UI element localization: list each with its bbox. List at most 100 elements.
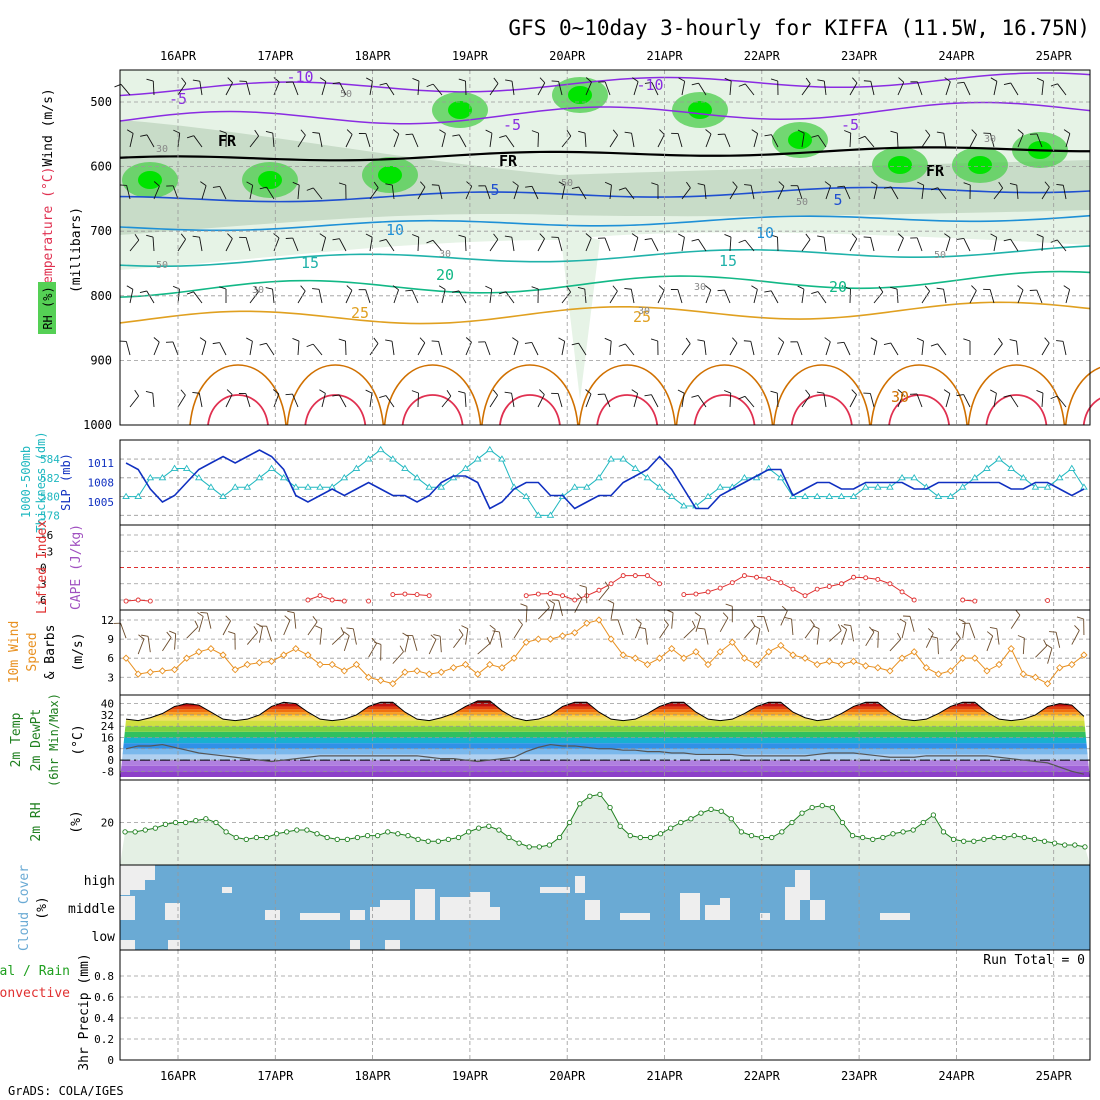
wind-barb-feather bbox=[338, 182, 346, 186]
thickness-point bbox=[292, 483, 300, 490]
thickness-point bbox=[837, 492, 846, 500]
pressure-tick-label: 700 bbox=[90, 224, 112, 238]
wind-speed-point bbox=[789, 651, 797, 659]
rh-2m-point bbox=[688, 816, 694, 822]
wind-barb bbox=[201, 341, 207, 356]
wind-barb-feather bbox=[366, 77, 373, 82]
thickness-point bbox=[1043, 483, 1052, 490]
wind-barb-feather bbox=[200, 181, 207, 186]
rh-contour-label: 30 bbox=[638, 306, 650, 317]
wind-barb bbox=[873, 185, 878, 200]
wind-speed-point bbox=[934, 670, 943, 678]
thickness-tick-label: 578 bbox=[40, 509, 60, 522]
wind-barb bbox=[864, 135, 875, 148]
wind-barb bbox=[292, 237, 299, 252]
wind-barb bbox=[438, 341, 443, 356]
cloud-gap bbox=[440, 897, 470, 920]
wind-barb-feather bbox=[292, 181, 300, 186]
wind-barb-feather bbox=[285, 393, 293, 396]
temp-band bbox=[120, 726, 1090, 732]
wind-barb-feather bbox=[273, 233, 280, 239]
wind-barb-10m-feather bbox=[784, 617, 792, 620]
wind-barb-10m-feather bbox=[837, 624, 842, 631]
rh-2m-point bbox=[668, 825, 674, 831]
temperature-contour-30 bbox=[967, 364, 1066, 426]
wind-barb bbox=[172, 341, 179, 356]
wind-barb bbox=[537, 394, 545, 408]
cloud-gap bbox=[370, 907, 380, 920]
cloud-gap bbox=[120, 865, 130, 895]
rh-2m-point bbox=[1031, 836, 1038, 843]
wind-speed-point bbox=[825, 657, 833, 666]
wind-barb bbox=[897, 82, 905, 96]
wind-barb bbox=[489, 239, 499, 252]
temp-band bbox=[120, 765, 1090, 772]
wind-speed-point bbox=[680, 654, 688, 662]
wind-barb-10m-feather bbox=[346, 627, 354, 630]
rh-2m-point bbox=[122, 829, 128, 835]
wind-barb bbox=[945, 237, 951, 252]
wind-barb bbox=[146, 290, 155, 304]
wind-barb bbox=[729, 342, 738, 356]
wind-barb bbox=[464, 236, 467, 252]
wind-barb-10m-feather bbox=[576, 593, 583, 599]
rh-humid-core bbox=[138, 171, 162, 189]
run-total-label: Run Total = 0 bbox=[983, 953, 1085, 968]
rh-2m-point bbox=[142, 827, 148, 833]
wind-barb bbox=[724, 133, 731, 148]
wind-barb bbox=[1009, 395, 1019, 408]
thickness-point bbox=[910, 473, 918, 481]
wind-barb bbox=[1057, 83, 1067, 96]
cloud-gap bbox=[165, 903, 180, 920]
wind-barb-feather bbox=[346, 285, 353, 291]
wind-barb bbox=[369, 187, 379, 200]
wind-barb-feather bbox=[691, 394, 699, 398]
thickness-point bbox=[340, 473, 349, 481]
wind-barb bbox=[177, 239, 187, 252]
wind-ylabel-a: 10m Wind bbox=[7, 621, 22, 684]
rh-2m-point bbox=[991, 834, 997, 841]
wind-speed-point bbox=[534, 635, 542, 643]
wind-barb-feather bbox=[612, 129, 618, 136]
rh-band-mid bbox=[120, 120, 1090, 235]
wind-ylabel-units: (m/s) bbox=[71, 632, 86, 671]
lifted-index-point bbox=[887, 581, 893, 587]
wind-barb-feather bbox=[192, 235, 200, 238]
wind-barb bbox=[633, 81, 639, 96]
date-label-top: 21APR bbox=[646, 49, 683, 63]
wind-barb-feather bbox=[930, 343, 938, 347]
temp-band bbox=[120, 706, 1090, 710]
thickness-point bbox=[631, 464, 640, 471]
rh-2m-point bbox=[617, 823, 623, 829]
wind-barb-feather bbox=[956, 394, 964, 397]
temp-tick-label: 0 bbox=[107, 754, 114, 767]
thickness-point bbox=[1068, 464, 1076, 471]
wind-barb-feather bbox=[963, 338, 971, 342]
wind-barb-feather bbox=[724, 390, 731, 394]
wind-barb-10m bbox=[829, 630, 842, 642]
wind-barb-feather bbox=[419, 181, 426, 188]
wind-barb-feather bbox=[925, 129, 931, 136]
wind-barb-feather bbox=[312, 131, 320, 134]
wind-barb bbox=[1017, 289, 1024, 304]
wind-speed-point bbox=[837, 660, 846, 669]
thickness-point bbox=[801, 492, 809, 500]
date-label-top: 23APR bbox=[841, 49, 878, 63]
wind-barb bbox=[704, 185, 707, 200]
lifted-index-point bbox=[741, 573, 747, 579]
wind-barb-10m-feather bbox=[138, 634, 145, 640]
wind-barb-feather bbox=[338, 338, 346, 342]
wind-barb bbox=[531, 342, 539, 356]
wind-barb-feather bbox=[332, 82, 340, 85]
wind-barb-10m bbox=[744, 625, 756, 639]
wind-barb-10m bbox=[909, 616, 915, 632]
wind-barb-10m bbox=[352, 628, 357, 645]
wind-barb bbox=[152, 80, 155, 96]
wind-barb-10m bbox=[719, 617, 729, 633]
wind-barb-10m-feather bbox=[927, 628, 934, 634]
wind-speed-point bbox=[122, 654, 130, 662]
wind-barb bbox=[537, 238, 545, 252]
date-label-bottom: 18APR bbox=[355, 1069, 392, 1083]
wind-barb-feather bbox=[685, 337, 691, 344]
